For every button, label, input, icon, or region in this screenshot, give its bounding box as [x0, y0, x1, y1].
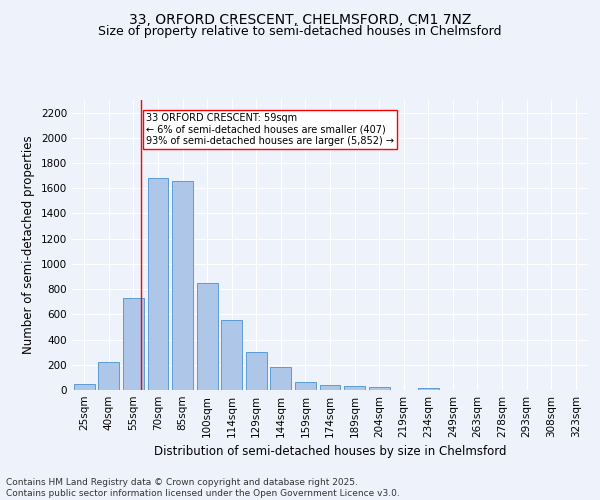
- Bar: [246, 352, 267, 390]
- X-axis label: Distribution of semi-detached houses by size in Chelmsford: Distribution of semi-detached houses by …: [154, 446, 506, 458]
- Bar: [123, 298, 144, 390]
- Text: Contains HM Land Registry data © Crown copyright and database right 2025.
Contai: Contains HM Land Registry data © Crown c…: [6, 478, 400, 498]
- Bar: [148, 178, 169, 390]
- Bar: [221, 320, 242, 390]
- Text: 33, ORFORD CRESCENT, CHELMSFORD, CM1 7NZ: 33, ORFORD CRESCENT, CHELMSFORD, CM1 7NZ: [129, 12, 471, 26]
- Bar: [344, 386, 365, 390]
- Bar: [295, 382, 316, 390]
- Bar: [98, 362, 119, 390]
- Text: 33 ORFORD CRESCENT: 59sqm
← 6% of semi-detached houses are smaller (407)
93% of : 33 ORFORD CRESCENT: 59sqm ← 6% of semi-d…: [146, 112, 394, 146]
- Bar: [197, 283, 218, 390]
- Bar: [74, 384, 95, 390]
- Bar: [271, 368, 292, 390]
- Y-axis label: Number of semi-detached properties: Number of semi-detached properties: [22, 136, 35, 354]
- Text: Size of property relative to semi-detached houses in Chelmsford: Size of property relative to semi-detach…: [98, 25, 502, 38]
- Bar: [172, 180, 193, 390]
- Bar: [418, 388, 439, 390]
- Bar: [368, 388, 389, 390]
- Bar: [320, 385, 340, 390]
